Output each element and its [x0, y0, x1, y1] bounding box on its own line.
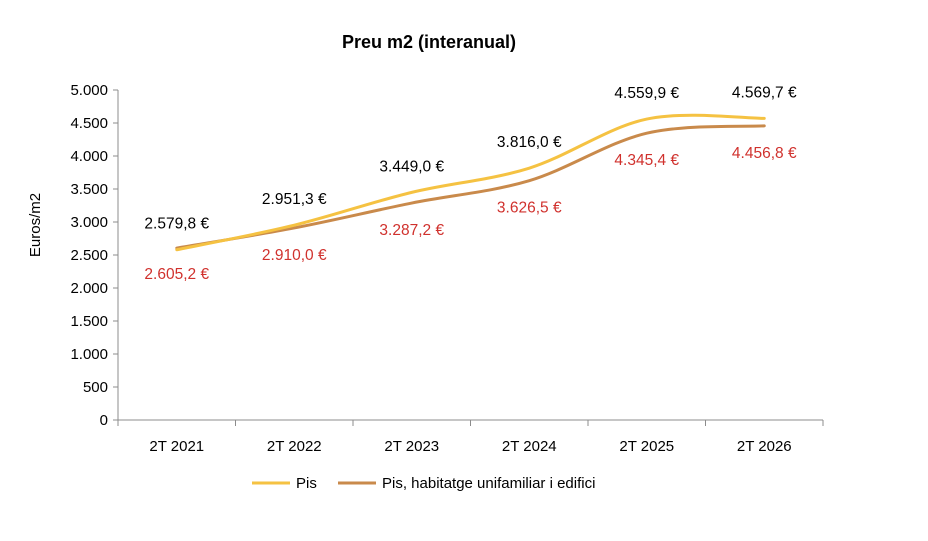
- legend-label: Pis, habitatge unifamiliar i edifici: [382, 475, 595, 492]
- data-label: 4.569,7 €: [732, 84, 797, 101]
- y-tick-label: 3.500: [70, 181, 108, 198]
- data-label: 2.605,2 €: [144, 266, 209, 283]
- x-tick-label: 2T 2025: [619, 438, 674, 455]
- plot-area: 0 500 1.000 1.500 2.000 2.500 3.000 3.500 4.000 4…: [70, 82, 824, 455]
- data-label: 3.449,0 €: [379, 158, 444, 175]
- data-label: 3.287,2 €: [379, 222, 444, 239]
- y-tick-label: 0: [100, 412, 108, 429]
- data-label: 4.345,4 €: [614, 152, 679, 169]
- data-label: 3.816,0 €: [497, 134, 562, 151]
- series-line-pis-habitatge-edifici: [175, 124, 766, 250]
- y-tick-label: 1.000: [70, 346, 108, 363]
- legend-label: Pis: [296, 475, 317, 492]
- data-label: 4.559,9 €: [614, 85, 679, 102]
- data-label: 2.910,0 €: [262, 247, 327, 264]
- y-tick-label: 4.000: [70, 148, 108, 165]
- y-tick-label: 2.000: [70, 280, 108, 297]
- x-tick-label: 2T 2024: [502, 438, 557, 455]
- y-tick-label: 3.000: [70, 214, 108, 231]
- legend: Pis Pis, habitatge unifamiliar i edifici: [252, 475, 595, 492]
- y-tick-label: 4.500: [70, 115, 108, 132]
- data-label: 3.626,5 €: [497, 200, 562, 217]
- x-tick-label: 2T 2023: [384, 438, 439, 455]
- x-tick-label: 2T 2022: [267, 438, 322, 455]
- series-line-pis: [175, 113, 766, 252]
- y-tick-label: 2.500: [70, 247, 108, 264]
- data-label: 4.456,8 €: [732, 145, 797, 162]
- y-axis-label: Euros/m2: [27, 193, 44, 257]
- data-label: 2.951,3 €: [262, 191, 327, 208]
- y-tick-label: 500: [83, 379, 108, 396]
- x-tick-label: 2T 2026: [737, 438, 792, 455]
- y-tick-label: 5.000: [70, 82, 108, 99]
- data-label: 2.579,8 €: [144, 216, 209, 233]
- y-tick-label: 1.500: [70, 313, 108, 330]
- chart-title: Preu m2 (interanual): [342, 32, 516, 52]
- x-tick-label: 2T 2021: [149, 438, 204, 455]
